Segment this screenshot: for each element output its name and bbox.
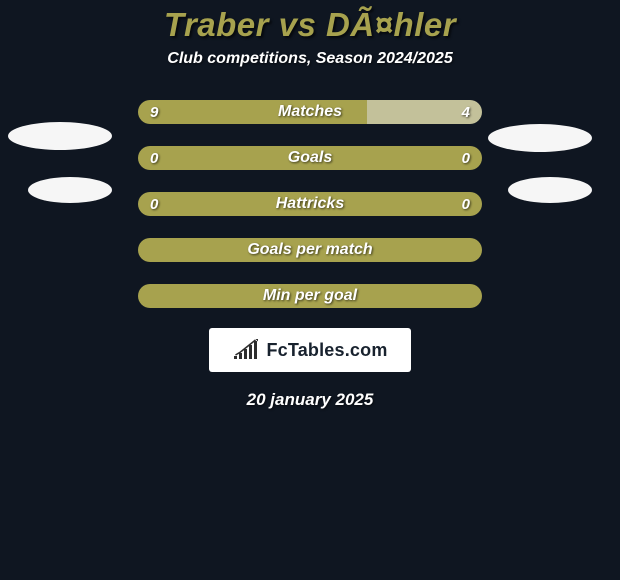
- stat-segment-full: [138, 192, 482, 216]
- snapshot-date: 20 january 2025: [247, 390, 374, 410]
- stat-row: Matches94: [138, 100, 482, 124]
- stat-rows: Matches94Goals00Hattricks00Goals per mat…: [138, 100, 482, 308]
- decorative-ellipse: [508, 177, 592, 203]
- stat-segment-full: [138, 238, 482, 262]
- brand-icon: [232, 339, 258, 361]
- stat-row: Min per goal: [138, 284, 482, 308]
- stat-value-right: 0: [462, 192, 470, 216]
- brand-badge[interactable]: FcTables.com: [209, 328, 410, 372]
- decorative-ellipse: [28, 177, 112, 203]
- stat-value-right: 0: [462, 146, 470, 170]
- page-subtitle: Club competitions, Season 2024/2025: [167, 50, 452, 68]
- stat-value-left: 9: [150, 100, 158, 124]
- stat-row: Goals per match: [138, 238, 482, 262]
- page-title: Traber vs DÃ¤hler: [164, 6, 456, 44]
- stat-value-left: 0: [150, 146, 158, 170]
- decorative-ellipse: [8, 122, 112, 150]
- stat-row: Hattricks00: [138, 192, 482, 216]
- stat-segment-left: [138, 100, 367, 124]
- stat-value-right: 4: [462, 100, 470, 124]
- decorative-ellipse: [488, 124, 592, 152]
- stat-segment-full: [138, 146, 482, 170]
- stat-segment-full: [138, 284, 482, 308]
- stat-value-left: 0: [150, 192, 158, 216]
- brand-text: FcTables.com: [266, 340, 387, 361]
- stat-row: Goals00: [138, 146, 482, 170]
